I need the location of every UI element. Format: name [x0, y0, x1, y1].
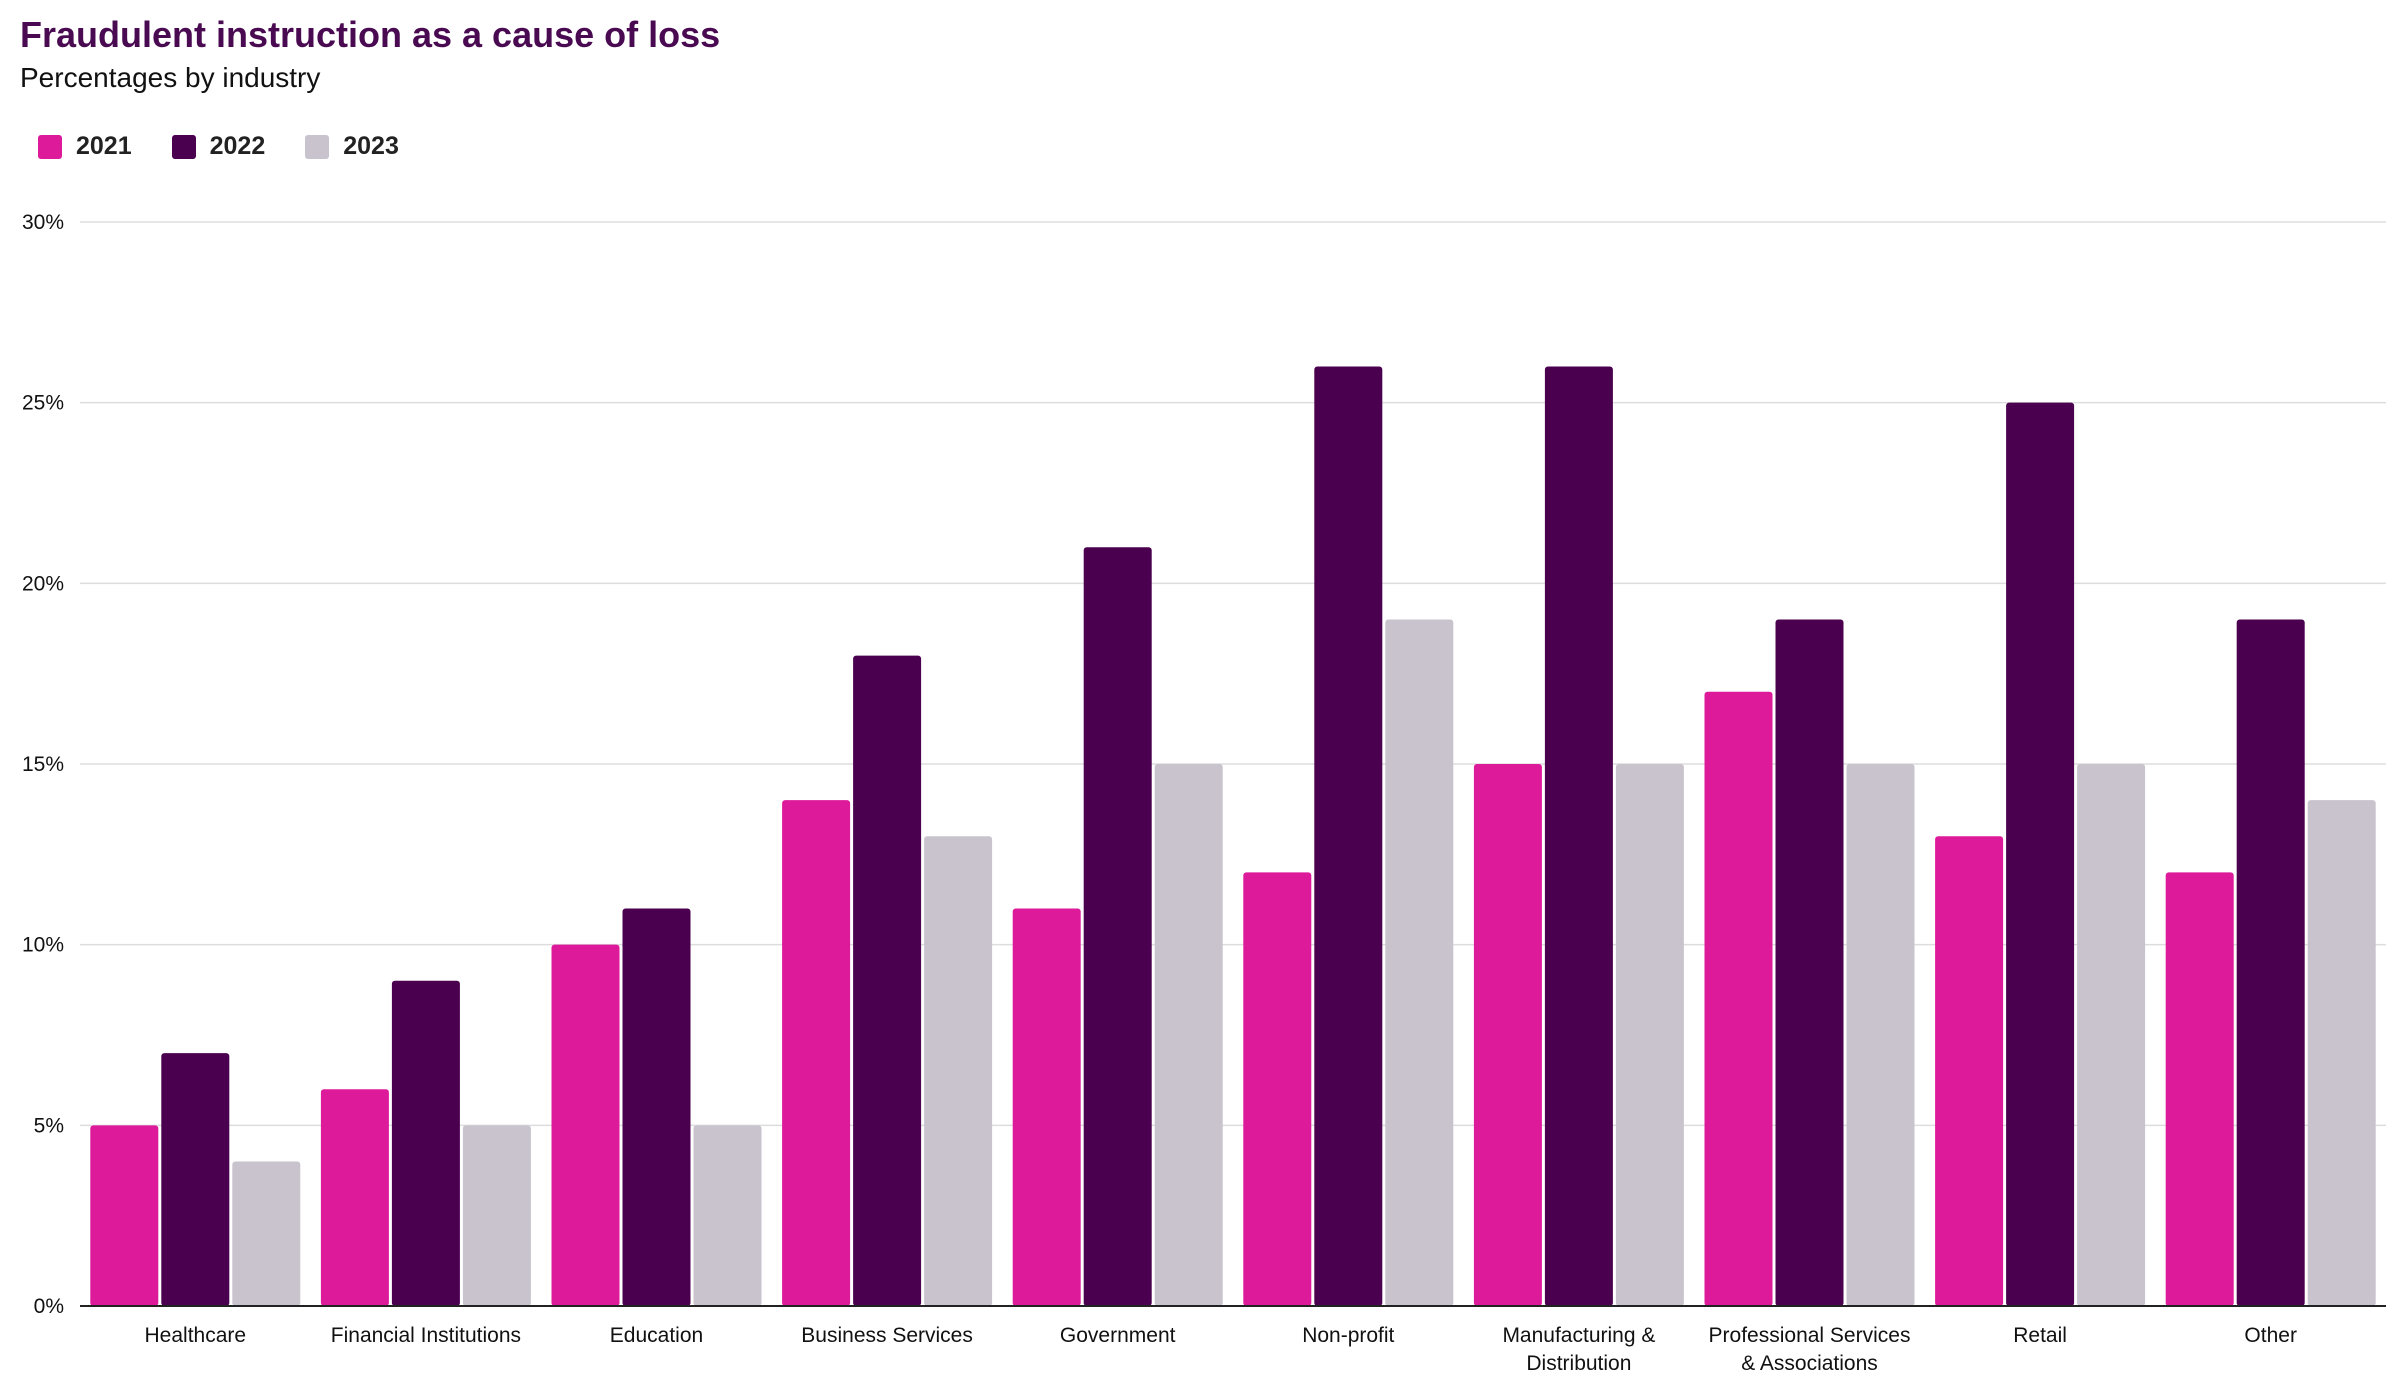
bar-2022-9[interactable]: [2236, 619, 2305, 1306]
bar-2023-7[interactable]: [1846, 764, 1915, 1306]
bar-2022-2[interactable]: [622, 908, 691, 1306]
bar-2023-9[interactable]: [2307, 800, 2376, 1306]
bar-2022-0[interactable]: [161, 1053, 230, 1306]
chart-title: Fraudulent instruction as a cause of los…: [20, 14, 721, 55]
bar-2021-1[interactable]: [320, 1089, 389, 1306]
bar-2023-6[interactable]: [1615, 764, 1684, 1306]
legend-label-2023: 2023: [343, 132, 399, 160]
x-tick-label: Education: [610, 1324, 703, 1347]
bar-2021-8[interactable]: [1935, 836, 2004, 1306]
x-tick-label: Non-profit: [1302, 1324, 1394, 1347]
x-tick-label: Financial Institutions: [331, 1324, 521, 1347]
y-tick-label: 20%: [22, 572, 64, 595]
legend-swatch-2022: [171, 134, 196, 159]
bar-2021-2[interactable]: [551, 944, 620, 1306]
bar-2023-5[interactable]: [1385, 619, 1454, 1306]
y-tick-label: 0%: [34, 1295, 64, 1318]
x-tick-label: Retail: [2013, 1324, 2067, 1347]
legend-label-2022: 2022: [209, 132, 266, 160]
x-tick-label: Manufacturing & Distribution: [1502, 1324, 1655, 1375]
legend-swatch-2021: [38, 134, 62, 159]
x-tick-label: Healthcare: [145, 1324, 247, 1347]
bar-2022-7[interactable]: [1775, 619, 1844, 1306]
bar-2021-4[interactable]: [1012, 908, 1081, 1306]
y-tick-label: 10%: [22, 934, 64, 957]
bar-2022-4[interactable]: [1083, 547, 1152, 1306]
y-tick-label: 15%: [22, 753, 64, 776]
bar-2023-0[interactable]: [232, 1161, 301, 1306]
x-tick-label: Business Services: [801, 1324, 973, 1347]
y-tick-label: 5%: [34, 1114, 64, 1137]
bar-2023-4[interactable]: [1154, 764, 1223, 1306]
x-tick-label: Other: [2244, 1324, 2297, 1347]
bar-2022-8[interactable]: [2006, 402, 2075, 1307]
bar-2022-1[interactable]: [391, 980, 460, 1306]
bar-2023-8[interactable]: [2077, 764, 2146, 1306]
bar-2021-5[interactable]: [1243, 872, 1312, 1306]
bar-2021-9[interactable]: [2165, 872, 2234, 1306]
x-tick-label: Government: [1060, 1324, 1176, 1347]
bar-2022-6[interactable]: [1544, 366, 1613, 1306]
bar-2023-1[interactable]: [462, 1125, 531, 1306]
x-tick-label: Professional Services & Associations: [1709, 1324, 1911, 1375]
y-tick-label: 25%: [22, 392, 64, 415]
bar-2021-6[interactable]: [1473, 764, 1542, 1306]
bar-2023-3[interactable]: [924, 836, 993, 1306]
legend-item-2023[interactable]: 2023: [305, 132, 399, 161]
bar-2022-3[interactable]: [853, 655, 922, 1306]
bar-2021-0[interactable]: [90, 1125, 159, 1306]
legend-label-2021: 2021: [76, 132, 132, 160]
bar-2022-5[interactable]: [1314, 366, 1383, 1306]
y-tick-label: 30%: [22, 211, 64, 234]
legend-swatch-2023: [305, 134, 330, 159]
bar-2023-2[interactable]: [693, 1125, 762, 1306]
legend-item-2022[interactable]: 2022: [171, 132, 266, 161]
bar-2021-3[interactable]: [782, 800, 851, 1306]
chart-subtitle: Percentages by industry: [20, 62, 321, 93]
legend-item-2021[interactable]: 2021: [38, 132, 132, 161]
bar-2021-7[interactable]: [1704, 691, 1773, 1306]
legend: 2021 2022 2023: [38, 132, 399, 161]
